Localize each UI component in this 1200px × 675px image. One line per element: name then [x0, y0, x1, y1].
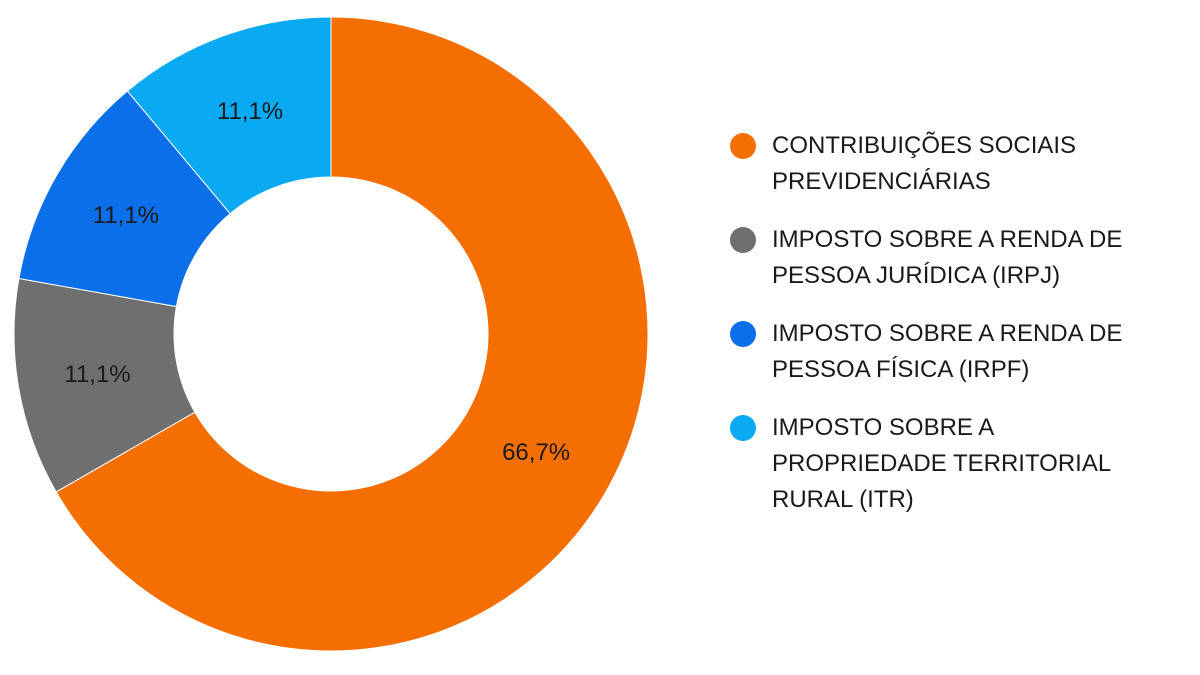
legend-label: IMPOSTO SOBRE A RENDA DE PESSOA FÍSICA (…: [772, 320, 1123, 383]
donut-slice-1: [55, 16, 649, 652]
legend-item-2: IMPOSTO SOBRE A RENDA DE PESSOA JURÍDICA…: [730, 222, 1170, 294]
donut-slice-4: [126, 16, 332, 215]
legend-label: CONTRIBUIÇÕES SOCIAIS PREVIDENCIÁRIAS: [772, 132, 1077, 195]
donut-chart: 66,7% 11,1% 11,1% 11,1%: [13, 16, 649, 652]
slice-label-3: 11,1%: [93, 202, 159, 229]
slice-label-4: 11,1%: [217, 98, 283, 125]
legend-swatch-icon: [730, 227, 756, 253]
slice-label-1: 66,7%: [502, 439, 570, 466]
legend-swatch-icon: [730, 321, 756, 347]
slice-label-2: 11,1%: [64, 361, 130, 388]
legend-label: IMPOSTO SOBRE A PROPRIEDADE TERRITORIAL …: [772, 414, 1111, 513]
legend-item-1: CONTRIBUIÇÕES SOCIAIS PREVIDENCIÁRIAS: [730, 128, 1170, 200]
legend-swatch-icon: [730, 133, 756, 159]
chart-legend: CONTRIBUIÇÕES SOCIAIS PREVIDENCIÁRIAS IMP…: [730, 128, 1170, 540]
legend-label: IMPOSTO SOBRE A RENDA DE PESSOA JURÍDICA…: [772, 226, 1123, 289]
legend-item-3: IMPOSTO SOBRE A RENDA DE PESSOA FÍSICA (…: [730, 316, 1170, 388]
legend-item-4: IMPOSTO SOBRE A PROPRIEDADE TERRITORIAL …: [730, 410, 1170, 518]
legend-swatch-icon: [730, 415, 756, 441]
